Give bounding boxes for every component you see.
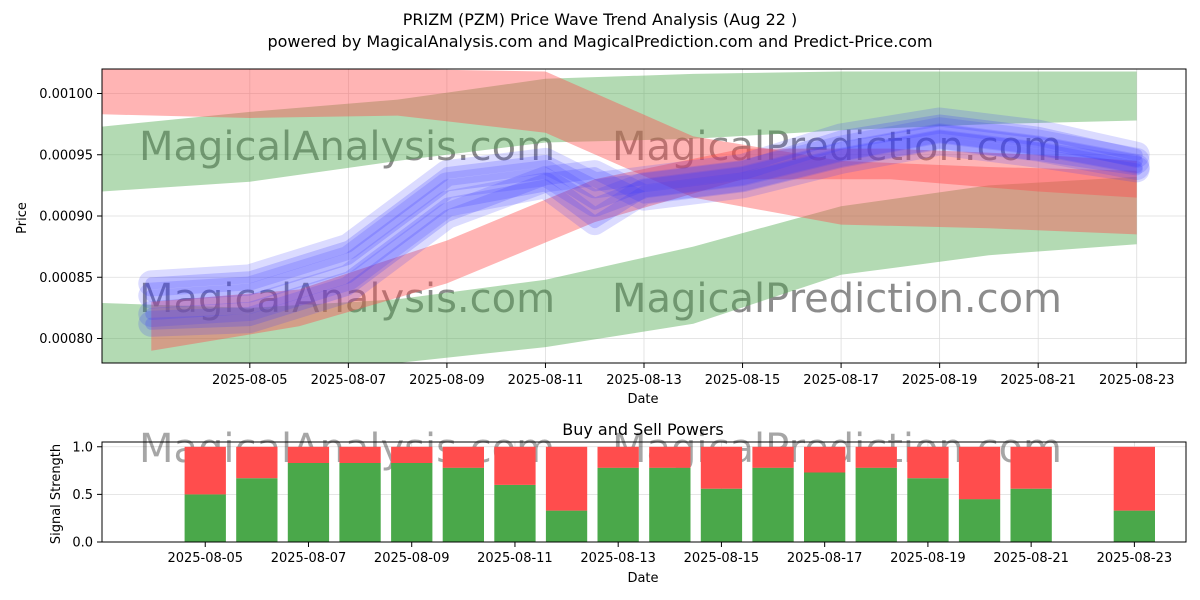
buy-power-bar bbox=[958, 499, 1001, 542]
price-ytick-label: 0.00080 bbox=[39, 332, 93, 347]
price-xtick-label: 2025-08-11 bbox=[508, 373, 584, 388]
signal-xtick-label: 2025-08-07 bbox=[271, 551, 347, 566]
sell-power-bar bbox=[339, 446, 381, 463]
buy-power-bar bbox=[391, 463, 433, 542]
price-wave-series bbox=[138, 107, 1150, 297]
signal-xtick-label: 2025-08-21 bbox=[993, 551, 1069, 566]
signal-ytick-label: 1.0 bbox=[72, 440, 93, 455]
signal-xtick-label: 2025-08-13 bbox=[580, 551, 656, 566]
sell-power-bar bbox=[752, 446, 794, 468]
sell-power-bar bbox=[907, 446, 949, 479]
signal-xtick-label: 2025-08-23 bbox=[1097, 551, 1173, 566]
price-xtick-label: 2025-08-05 bbox=[212, 373, 288, 388]
signal-xtick-label: 2025-08-05 bbox=[167, 551, 243, 566]
watermark-text: MagicalAnalysis.com bbox=[139, 276, 555, 322]
trend-band-red bbox=[151, 148, 1137, 351]
signal-plot-frame bbox=[101, 441, 1187, 543]
buy-power-bar bbox=[287, 463, 330, 542]
price-xtick-label: 2025-08-13 bbox=[606, 373, 682, 388]
buy-power-bar bbox=[1113, 510, 1155, 542]
buy-power-bar bbox=[649, 467, 691, 542]
sell-power-bar bbox=[494, 446, 536, 485]
signal-xtick-label: 2025-08-17 bbox=[787, 551, 863, 566]
signal-xtick-label: 2025-08-11 bbox=[477, 551, 553, 566]
signal-chart-title: Buy and Sell Powers bbox=[562, 420, 724, 439]
buy-power-bar bbox=[700, 488, 743, 542]
figure-subtitle: powered by MagicalAnalysis.com and Magic… bbox=[267, 32, 932, 51]
signal-ytick-label: 0.0 bbox=[72, 536, 93, 551]
sell-power-bar bbox=[855, 446, 897, 468]
price-chart: Date Price 2025-08-05 2025-08-07 2025-08-0… bbox=[15, 68, 1187, 407]
buy-power-bar bbox=[494, 484, 536, 542]
sell-power-bar bbox=[1113, 446, 1155, 511]
price-ytick-label: 0.00085 bbox=[39, 271, 93, 286]
sell-power-bar bbox=[649, 446, 691, 468]
trend-band-red bbox=[102, 69, 1137, 235]
watermark-text: MagicalPrediction.com bbox=[612, 276, 1062, 322]
price-plot-area bbox=[102, 69, 1150, 363]
buy-power-bar bbox=[804, 472, 846, 542]
watermark-text: MagicalAnalysis.com bbox=[139, 124, 555, 170]
sell-power-bar bbox=[804, 446, 846, 473]
trend-band-green bbox=[102, 71, 1137, 192]
signal-chart-xlabel: Date bbox=[627, 571, 658, 586]
price-wave-series bbox=[138, 117, 1150, 309]
price-wave-series bbox=[138, 129, 1150, 337]
sell-power-bar bbox=[1010, 446, 1052, 489]
price-wave-series bbox=[138, 123, 1150, 327]
signal-xtick-label: 2025-08-19 bbox=[890, 551, 966, 566]
signal-chart-ylabel: Signal Strength bbox=[49, 444, 64, 544]
price-xtick-label: 2025-08-23 bbox=[1099, 373, 1175, 388]
buy-power-bar bbox=[236, 478, 278, 542]
price-xtick-label: 2025-08-19 bbox=[902, 373, 978, 388]
price-wave-core bbox=[145, 136, 1143, 330]
price-wave-core bbox=[145, 130, 1143, 320]
sell-power-bar bbox=[391, 446, 433, 463]
price-xtick-label: 2025-08-15 bbox=[705, 373, 781, 388]
price-ytick-label: 0.00100 bbox=[39, 87, 93, 102]
buy-power-bar bbox=[339, 463, 381, 542]
sell-power-bar bbox=[184, 446, 226, 495]
buy-power-bar bbox=[597, 467, 639, 542]
sell-power-bar bbox=[287, 446, 330, 463]
buy-power-bar bbox=[184, 494, 226, 542]
buy-power-bar bbox=[442, 467, 484, 542]
price-xtick-label: 2025-08-07 bbox=[311, 373, 387, 388]
signal-xtick-label: 2025-08-09 bbox=[374, 551, 450, 566]
price-xtick-label: 2025-08-17 bbox=[803, 373, 879, 388]
buy-power-bar bbox=[752, 467, 794, 542]
sell-power-bar bbox=[442, 446, 484, 468]
signal-ytick-label: 0.5 bbox=[72, 488, 93, 503]
buy-power-bar bbox=[907, 478, 949, 542]
price-plot-frame bbox=[101, 68, 1187, 364]
sell-power-bar bbox=[545, 446, 588, 511]
buy-power-bar bbox=[545, 510, 588, 542]
sell-power-bar bbox=[958, 446, 1001, 500]
price-xtick-label: 2025-08-09 bbox=[409, 373, 485, 388]
price-chart-ylabel: Price bbox=[15, 202, 30, 234]
price-wave-core bbox=[145, 124, 1143, 302]
buy-power-bar bbox=[855, 467, 897, 542]
signal-xtick-label: 2025-08-15 bbox=[684, 551, 760, 566]
figure-title: PRIZM (PZM) Price Wave Trend Analysis (A… bbox=[403, 10, 798, 29]
watermark-text: MagicalPrediction.com bbox=[612, 124, 1062, 170]
price-chart-xlabel: Date bbox=[627, 392, 658, 407]
price-ytick-label: 0.00090 bbox=[39, 210, 93, 225]
trend-band-green bbox=[102, 176, 1137, 363]
sell-power-bar bbox=[700, 446, 743, 489]
sell-power-bar bbox=[236, 446, 278, 479]
price-wave-core bbox=[145, 114, 1143, 290]
buy-power-bar bbox=[1010, 488, 1052, 542]
signal-chart: Buy and Sell Powers Date Signal Strength… bbox=[49, 420, 1187, 586]
sell-power-bar bbox=[597, 446, 639, 468]
price-xtick-label: 2025-08-21 bbox=[1000, 373, 1076, 388]
price-ytick-label: 0.00095 bbox=[39, 148, 93, 163]
